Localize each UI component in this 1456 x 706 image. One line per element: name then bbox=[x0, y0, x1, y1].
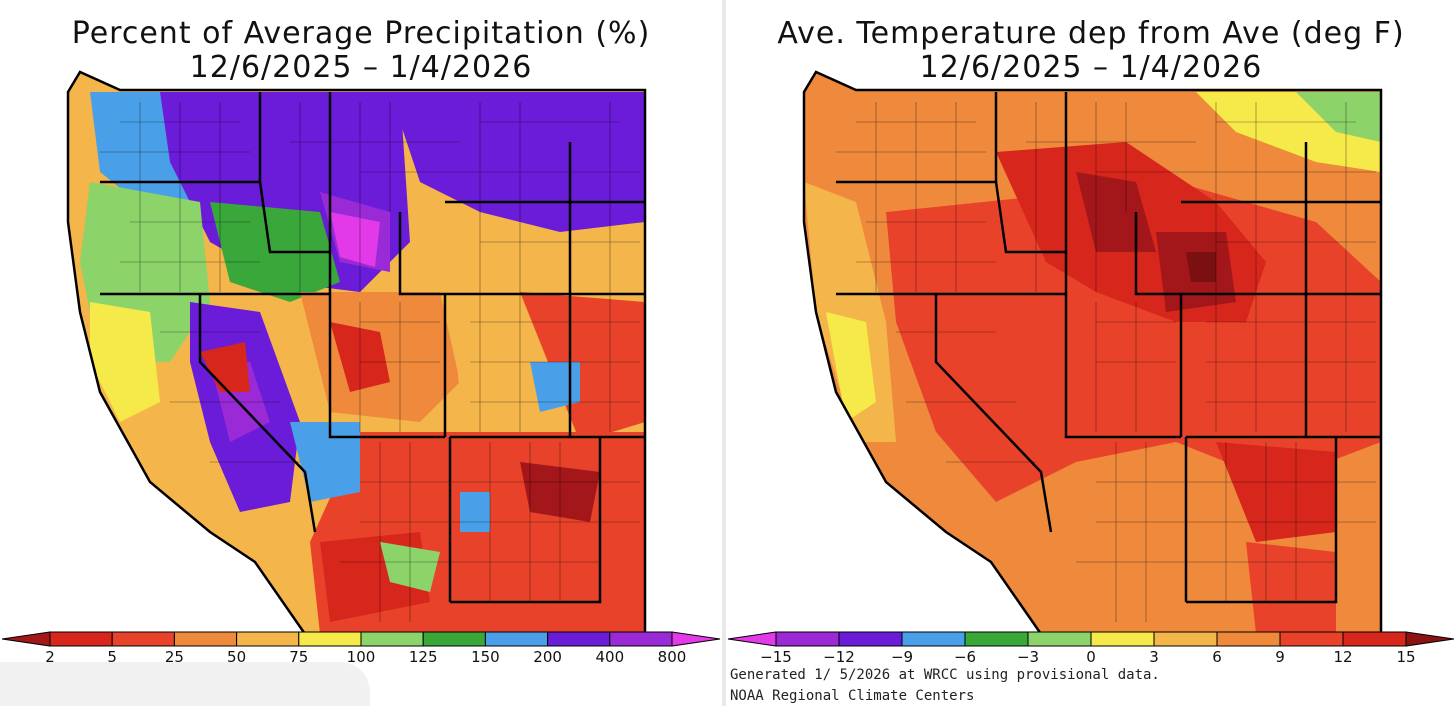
precipitation-panel: Percent of Average Precipitation (%) 12/… bbox=[0, 0, 722, 706]
temp-color-segment bbox=[1216, 631, 1281, 647]
temperature-map bbox=[802, 70, 1383, 634]
precip-tick-label: 25 bbox=[164, 648, 184, 666]
temp-tick-label: 6 bbox=[1212, 648, 1222, 666]
precip-color-segment bbox=[173, 631, 238, 647]
precip-title: Percent of Average Precipitation (%) bbox=[71, 16, 651, 51]
temp-color-segment bbox=[1405, 631, 1455, 647]
precip-color-segment bbox=[1, 631, 51, 647]
precip-date-range: 12/6/2025 – 1/4/2026 bbox=[189, 50, 533, 85]
precip-tick-label: 125 bbox=[408, 648, 438, 666]
precip-tick-label: 75 bbox=[289, 648, 309, 666]
precip-tick-label: 400 bbox=[595, 648, 625, 666]
precip-color-segment bbox=[484, 631, 549, 647]
precip-tick-label: 5 bbox=[107, 648, 117, 666]
precip-tick-label: 2 bbox=[45, 648, 55, 666]
temp-color-segment bbox=[1090, 631, 1155, 647]
temp-tick-label: 12 bbox=[1333, 648, 1353, 666]
temp-tick-label: −12 bbox=[823, 648, 855, 666]
temp-color-segment bbox=[727, 631, 777, 647]
precip-map bbox=[66, 70, 647, 634]
temp-tick-label: −9 bbox=[890, 648, 914, 666]
temp-color-segment bbox=[1279, 631, 1344, 647]
temp-tick-label: 0 bbox=[1086, 648, 1096, 666]
temp-tick-label: 15 bbox=[1396, 648, 1416, 666]
precip-tick-label: 50 bbox=[227, 648, 247, 666]
precip-color-segment bbox=[547, 631, 611, 647]
panel-divider bbox=[722, 0, 726, 706]
precip-color-segment bbox=[671, 631, 721, 647]
temp-tick-label: −15 bbox=[760, 648, 792, 666]
blurred-area bbox=[0, 662, 370, 706]
generated-note: Generated 1/ 5/2026 at WRCC using provis… bbox=[730, 667, 1160, 683]
temp-color-segment bbox=[1153, 631, 1218, 647]
precip-tick-label: 150 bbox=[471, 648, 500, 666]
precip-tick-label: 200 bbox=[533, 648, 562, 666]
temp-tick-label: 3 bbox=[1149, 648, 1159, 666]
temp-color-segment bbox=[775, 631, 840, 647]
temp-tick-label: −6 bbox=[953, 648, 977, 666]
temp-color-segment bbox=[1342, 631, 1407, 647]
precip-color-segment bbox=[236, 631, 300, 647]
precip-colorbar bbox=[1, 631, 721, 647]
temp-color-segment bbox=[964, 631, 1029, 647]
temp-title: Ave. Temperature dep from Ave (deg F) bbox=[777, 16, 1405, 51]
temp-tick-label: −3 bbox=[1016, 648, 1040, 666]
noaa-credit: NOAA Regional Climate Centers bbox=[730, 688, 975, 704]
temperature-panel: Ave. Temperature dep from Ave (deg F) 12… bbox=[726, 0, 1456, 706]
precip-color-segment bbox=[360, 631, 424, 647]
temp-color-segment bbox=[1027, 631, 1092, 647]
precip-color-segment bbox=[111, 631, 175, 647]
precip-color-segment bbox=[609, 631, 673, 647]
temp-tick-label: 9 bbox=[1275, 648, 1285, 666]
precip-tick-label: 800 bbox=[657, 648, 687, 666]
precip-color-segment bbox=[422, 631, 486, 647]
precip-tick-label: 100 bbox=[346, 648, 376, 666]
precip-color-segment bbox=[298, 631, 362, 647]
temp-colorbar bbox=[727, 631, 1455, 647]
precip-color-segment bbox=[49, 631, 113, 647]
temp-color-segment bbox=[838, 631, 903, 647]
temp-color-segment bbox=[901, 631, 966, 647]
temp-date-range: 12/6/2025 – 1/4/2026 bbox=[919, 50, 1263, 85]
